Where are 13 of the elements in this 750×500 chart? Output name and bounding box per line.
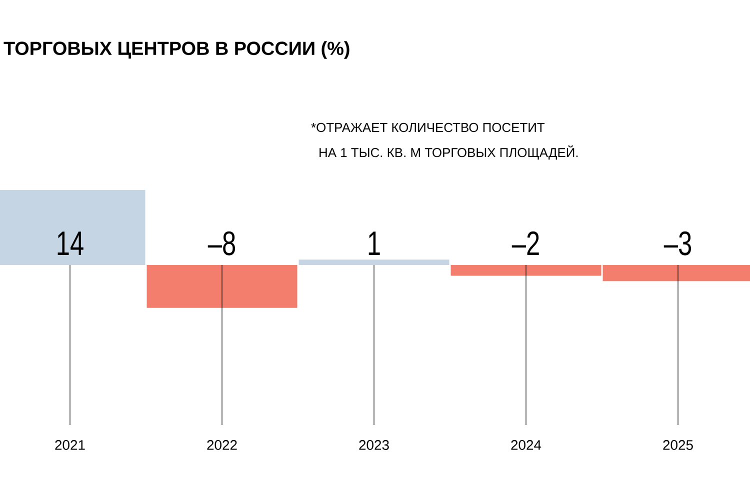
text: НА 1 ТЫС. КВ. М ТОРГОВЫХ ПЛОЩАДЕЙ.	[320, 145, 578, 160]
data-label: –2	[512, 231, 539, 255]
data-label: 1	[368, 232, 380, 255]
data-label: 14	[58, 232, 84, 255]
x-tick-label: 2022	[207, 440, 237, 450]
x-tick-label: 2021	[55, 440, 85, 450]
data-label: –8	[208, 231, 236, 256]
text: *ОТРАЖАЕТ КОЛИЧЕСТВО ПОСЕТИТ	[311, 122, 545, 132]
chart-title: ТОРГОВЫХ ЦЕНТРОВ В РОССИИ (%)	[4, 41, 350, 59]
data-label: –3	[664, 231, 692, 256]
x-tick-label: 2025	[663, 440, 693, 450]
x-tick-label: 2024	[511, 440, 542, 450]
x-tick-label: 2023	[359, 440, 389, 450]
